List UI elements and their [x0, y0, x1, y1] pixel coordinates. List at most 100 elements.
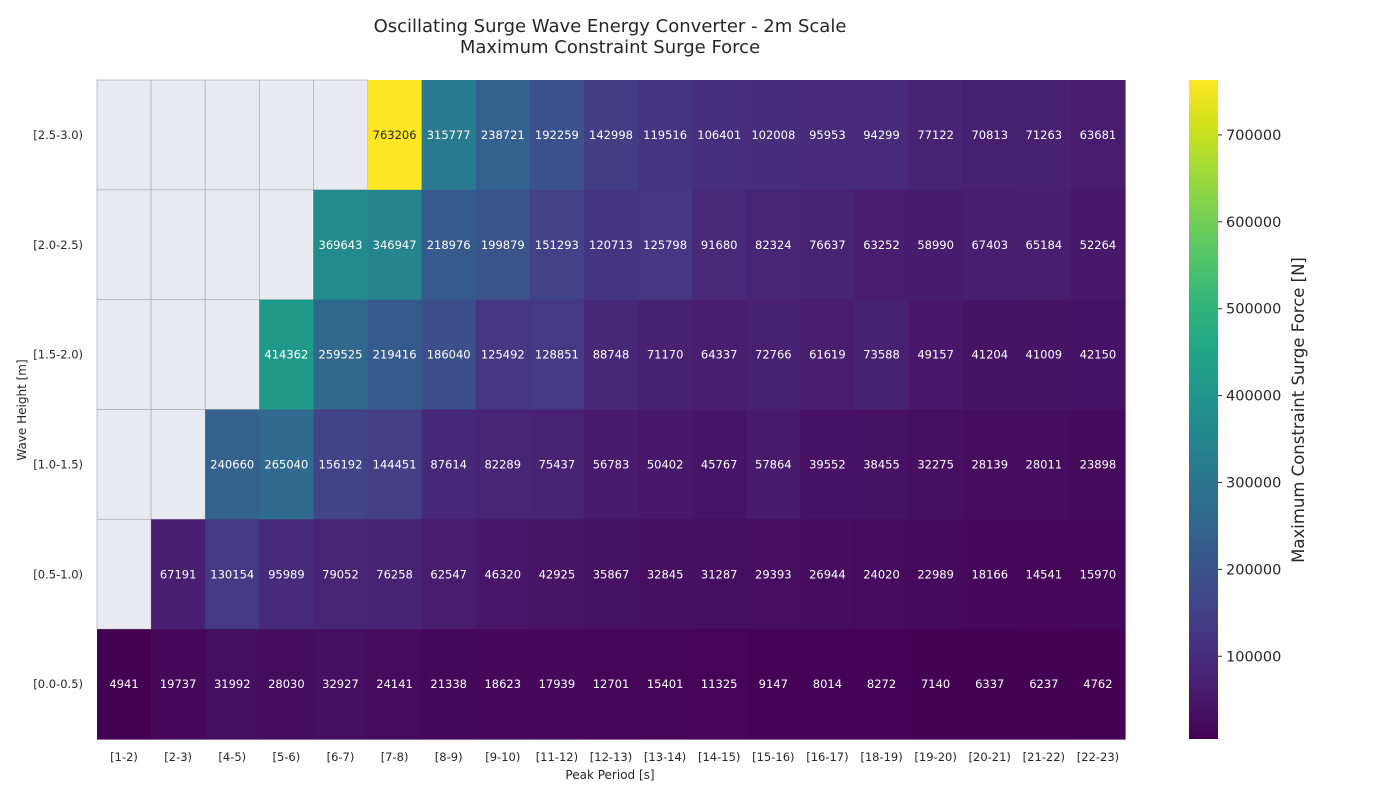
cell-value-label: 64337 [701, 348, 738, 362]
cell-value-label: 8014 [813, 677, 842, 691]
heatmap-cell [1070, 80, 1126, 191]
cell-value-label: 88748 [593, 348, 630, 362]
cell-value-label: 26944 [809, 567, 846, 581]
heatmap-cell [800, 189, 856, 301]
y-tick-label: [1.0-1.5) [33, 457, 83, 471]
heatmap-cell [854, 629, 910, 740]
cell-value-label: 61619 [809, 348, 846, 362]
heatmap-cell [638, 519, 693, 630]
heatmap-cell [475, 80, 531, 191]
heatmap-cell [962, 80, 1018, 191]
heatmap-cell [258, 79, 314, 191]
heatmap-cell [1070, 409, 1126, 520]
heatmap-cell [583, 409, 639, 520]
cell-value-label: 71170 [647, 348, 684, 362]
heatmap-cell [854, 519, 910, 630]
cell-value-label: 94299 [863, 128, 900, 142]
cell-value-label: 142998 [589, 128, 633, 142]
cell-value-label: 70813 [971, 128, 1008, 142]
cell-value-label: 52264 [1080, 238, 1117, 252]
heatmap-cell [854, 189, 910, 301]
cell-value-label: 22989 [917, 567, 954, 581]
x-tick-label: [15-16) [752, 750, 794, 764]
heatmap-cell [529, 519, 585, 630]
cell-value-label: 11325 [701, 677, 738, 691]
x-tick-labels: [1-2) [2-3) [4-5) [5-6) [6-7) [7-8) [8-9) [9-10… [110, 750, 1119, 764]
cell-value-label: 39552 [809, 457, 846, 471]
heatmap-cell [638, 189, 693, 301]
cell-value-label: 45767 [701, 457, 738, 471]
heatmap-cell [746, 189, 801, 301]
y-tick-label: [2.5-3.0) [33, 128, 83, 142]
heatmap-cell [962, 629, 1018, 740]
heatmap-cell [367, 409, 423, 520]
heatmap-cell [421, 299, 477, 411]
cell-value-label: 63252 [863, 238, 900, 252]
x-tick-label: [7-8) [381, 750, 409, 764]
heatmap-cell [529, 80, 585, 191]
heatmap-cell [150, 299, 206, 410]
colorbar-tick-label: 500000 [1226, 302, 1281, 318]
chart-subtitle: Maximum Constraint Surge Force [460, 37, 760, 58]
chart-title: Oscillating Surge Wave Energy Converter … [374, 16, 847, 37]
y-tick-labels: [2.5-3.0) [2.0-2.5) [1.5-2.0) [1.0-1.5) [0.5… [33, 128, 83, 691]
cell-value-label: 21338 [430, 677, 467, 691]
heatmap-cell [962, 409, 1018, 520]
cell-value-label: 28139 [971, 457, 1008, 471]
cell-value-label: 95989 [268, 567, 305, 581]
cell-value-label: 67403 [971, 238, 1008, 252]
heatmap-cell [1070, 629, 1126, 740]
heatmap-cell [421, 629, 477, 740]
cell-value-label: 46320 [484, 567, 521, 581]
heatmap-cells: 763206 315777 238721 192259 142998 119516 1064… [96, 79, 1126, 740]
cell-value-label: 369643 [319, 238, 363, 252]
cell-value-label: 24141 [376, 677, 413, 691]
heatmap-cell [313, 519, 369, 630]
cell-value-label: 9147 [759, 677, 788, 691]
x-tick-label: [12-13) [590, 750, 632, 764]
heatmap-cell [205, 409, 260, 520]
x-tick-label: [21-22) [1023, 750, 1065, 764]
heatmap-cell [908, 80, 964, 191]
cell-value-label: 32927 [322, 677, 359, 691]
heatmap-cell [258, 189, 314, 301]
cell-value-label: 35867 [593, 567, 630, 581]
heatmap-cell [97, 629, 152, 740]
heatmap-cell [638, 80, 693, 191]
cell-value-label: 8272 [867, 677, 896, 691]
cell-value-label: 4762 [1083, 677, 1112, 691]
cell-value-label: 346947 [373, 238, 417, 252]
heatmap-cell [151, 629, 206, 740]
heatmap-cell [367, 189, 423, 301]
cell-value-label: 87614 [430, 457, 467, 471]
heatmap-cell [800, 629, 856, 740]
cell-value-label: 72766 [755, 348, 792, 362]
cell-value-label: 29393 [755, 567, 792, 581]
heatmap-cell [529, 299, 585, 411]
heatmap-cell [313, 79, 368, 191]
cell-value-label: 42150 [1080, 348, 1117, 362]
cell-value-label: 63681 [1080, 128, 1117, 142]
cell-value-label: 7140 [921, 677, 950, 691]
heatmap-cell [96, 409, 152, 520]
y-tick-label: [2.0-2.5) [33, 238, 83, 252]
heatmap-cell [475, 299, 531, 411]
heatmap-cell [150, 79, 206, 191]
heatmap-cell [746, 629, 801, 740]
colorbar-tick-label: 400000 [1226, 389, 1281, 405]
heatmap-cell [692, 299, 747, 411]
heatmap-cell [692, 80, 747, 191]
heatmap-cell [638, 629, 693, 740]
cell-value-label: 76258 [376, 567, 413, 581]
cell-value-label: 56783 [593, 457, 630, 471]
x-tick-label: [14-15) [698, 750, 740, 764]
cell-value-label: 315777 [427, 128, 471, 142]
heatmap-cell [583, 629, 639, 740]
heatmap-cell [908, 299, 964, 411]
cell-value-label: 199879 [481, 238, 525, 252]
heatmap-cell [96, 189, 152, 301]
x-tick-label: [9-10) [485, 750, 520, 764]
heatmap-cell [800, 519, 856, 630]
heatmap-cell [529, 629, 585, 740]
cell-value-label: 31287 [701, 567, 738, 581]
